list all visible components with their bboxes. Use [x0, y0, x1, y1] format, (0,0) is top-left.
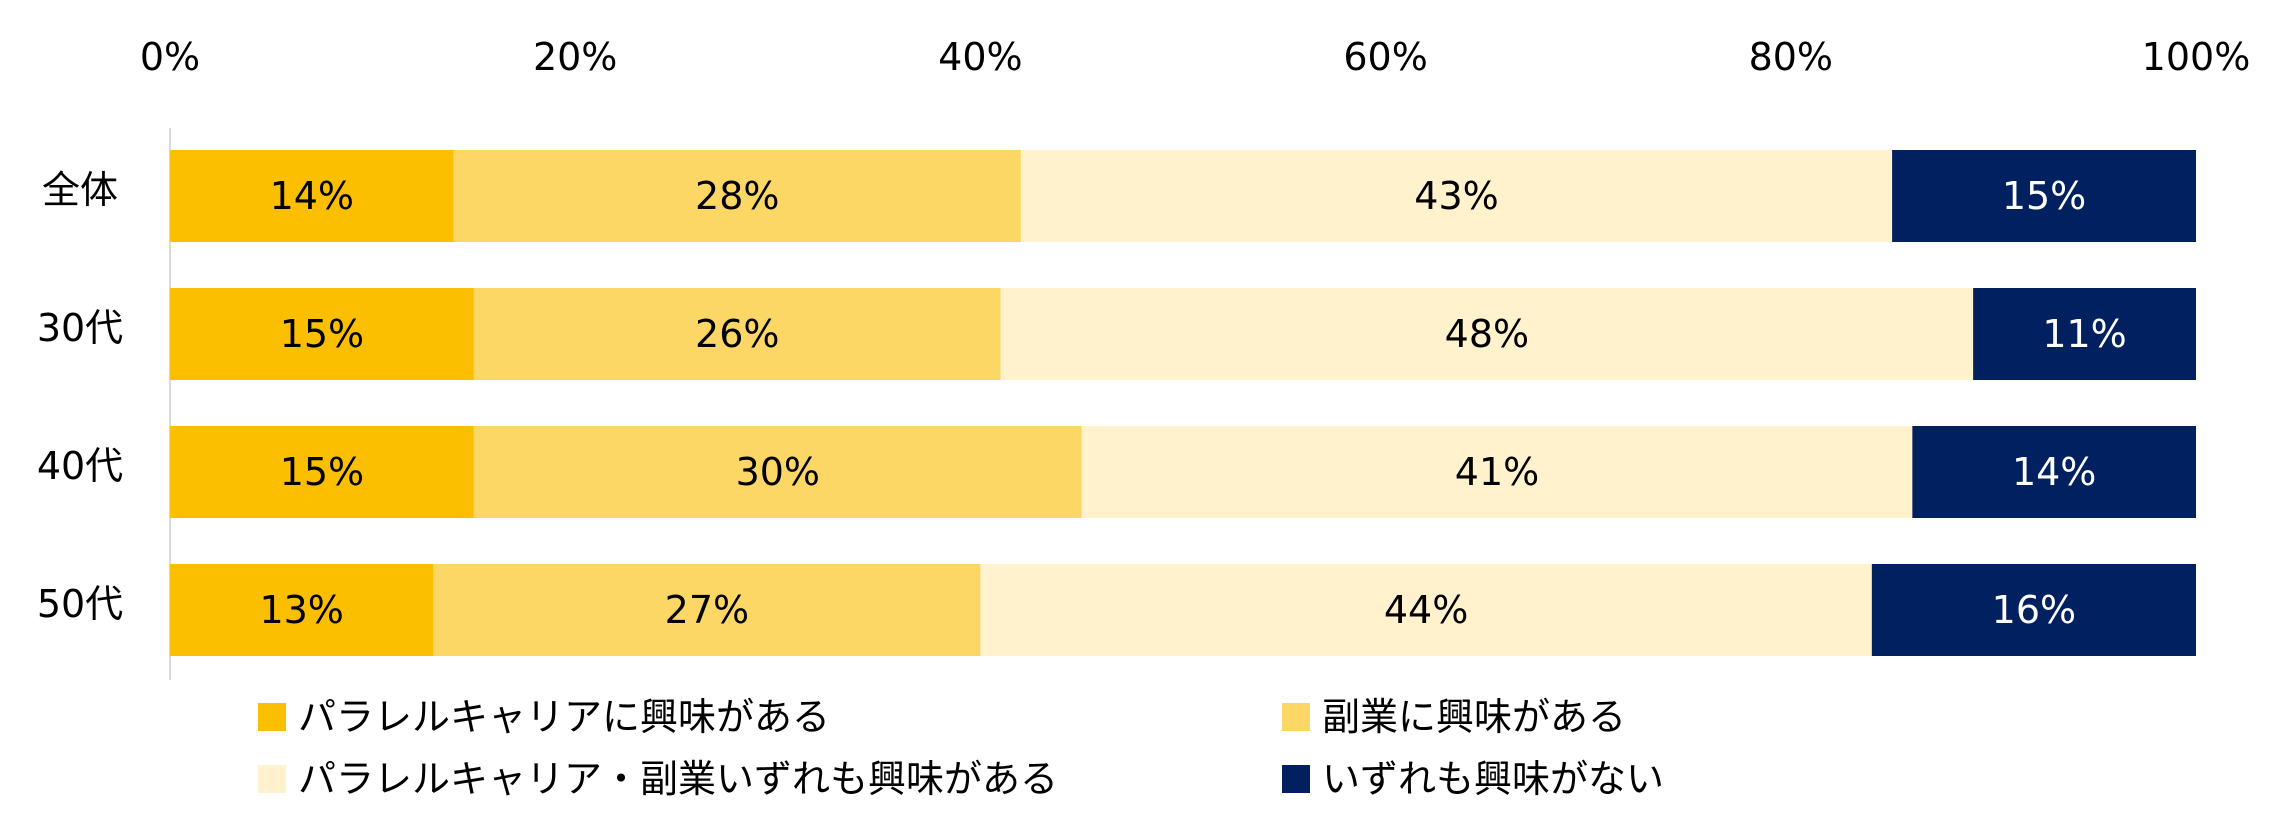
- data-label: 16%: [1992, 588, 2076, 632]
- bar-segment: [1912, 426, 2196, 518]
- legend-label: パラレルキャリアに興味がある: [298, 695, 830, 739]
- legend: パラレルキャリアに興味がある 副業に興味があるパラレルキャリア・副業いずれも興味が…: [258, 695, 1664, 801]
- data-label: 14%: [2012, 450, 2096, 494]
- bar-segment: [1892, 150, 2196, 242]
- category-label: 50代: [37, 582, 123, 626]
- legend-label: パラレルキャリア・副業いずれも興味がある: [298, 757, 1058, 801]
- bar-segment: [170, 564, 434, 656]
- data-label: 48%: [1445, 312, 1529, 356]
- data-label: 26%: [695, 312, 779, 356]
- x-axis-ticks: 0% 20% 40% 60% 80% 100%: [140, 35, 2250, 79]
- x-tick-label: 20%: [533, 35, 617, 79]
- legend-label: 副業に興味がある: [1322, 695, 1626, 739]
- bar-segment: [1000, 288, 1974, 380]
- bar-segment: [473, 288, 1001, 380]
- bar-segment: [980, 564, 1872, 656]
- data-label: 11%: [2042, 312, 2126, 356]
- data-label: 28%: [695, 174, 779, 218]
- data-label: 30%: [736, 450, 820, 494]
- data-label: 27%: [665, 588, 749, 632]
- data-label: 13%: [259, 588, 343, 632]
- data-label: 15%: [280, 312, 364, 356]
- category-label: 全体: [42, 168, 118, 212]
- bar-segment: [170, 288, 474, 380]
- legend-swatch: [258, 765, 286, 793]
- x-tick-label: 40%: [938, 35, 1022, 79]
- x-tick-label: 80%: [1749, 35, 1833, 79]
- x-tick-label: 60%: [1343, 35, 1427, 79]
- bar-segment: [1973, 288, 2196, 380]
- bar-segment: [473, 426, 1082, 518]
- bar-segment: [433, 564, 981, 656]
- data-label: 14%: [270, 174, 354, 218]
- data-label: 15%: [2002, 174, 2086, 218]
- data-label: 41%: [1455, 450, 1539, 494]
- bar-segment: [170, 426, 474, 518]
- legend-swatch: [258, 703, 286, 731]
- category-labels: 全体 30代 40代 50代: [37, 168, 123, 626]
- bar-segment: [1020, 150, 1893, 242]
- category-label: 40代: [37, 444, 123, 488]
- legend-swatch: [1282, 703, 1310, 731]
- bars-layer: 14% 28% 43% 15% 15% 26% 48% 11% 15% 30% 41% 14% 13% 2…: [170, 150, 2196, 656]
- x-tick-label: 0%: [140, 35, 200, 79]
- data-label: 15%: [280, 450, 364, 494]
- bar-segment: [1871, 564, 2196, 656]
- x-tick-label: 100%: [2142, 35, 2251, 79]
- data-label: 44%: [1384, 588, 1468, 632]
- category-label: 30代: [37, 306, 123, 350]
- bar-segment: [1081, 426, 1913, 518]
- bar-segment: [170, 150, 454, 242]
- legend-label: いずれも興味がない: [1322, 757, 1664, 801]
- legend-swatch: [1282, 765, 1310, 793]
- bar-segment: [453, 150, 1021, 242]
- data-label: 43%: [1414, 174, 1498, 218]
